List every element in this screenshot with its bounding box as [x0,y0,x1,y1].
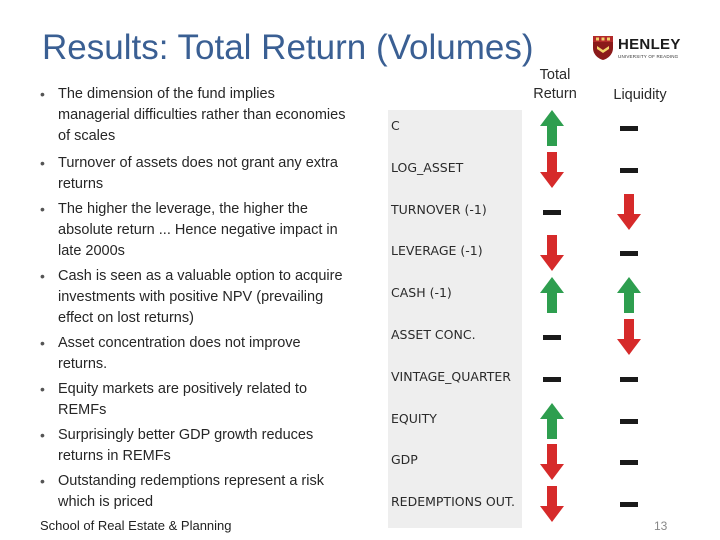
bullet-dot: • [40,86,45,102]
row-label: C [391,118,400,133]
logo-subtitle: UNIVERSITY OF READING [618,54,679,59]
row-label: VINTAGE_QUARTER [391,368,511,384]
arrow-down-icon [539,485,565,523]
bullet-dot: • [40,155,45,171]
bullet-dot: • [40,201,45,217]
henley-logo: HENLEY UNIVERSITY OF READING [592,35,692,63]
dash-icon [616,443,642,481]
bullet-item: • Outstanding redemptions represent a ris… [36,471,348,513]
bullet-text: Equity markets are positively related to… [58,381,308,418]
bullet-dot: • [40,335,45,351]
row-label: GDP [391,452,418,468]
page-number: 13 [654,519,668,533]
dash-icon [539,318,565,356]
column-header-liquidity: Liquidity [613,87,667,103]
bullet-item: • Asset concentration does not improve re… [36,333,348,375]
dash-icon [616,151,642,189]
arrow-down-icon [616,318,642,356]
arrow-down-icon [539,151,565,189]
bullet-item: • Equity markets are positively related t… [36,379,348,421]
dash-icon [539,360,565,398]
bullet-dot: • [40,268,45,284]
bullet-text: Outstanding redemptions represent a risk… [58,473,324,510]
dash-icon [616,402,642,440]
arrow-up-icon [616,276,642,314]
bullet-text: The dimension of the fund implies manage… [58,86,346,144]
row-label: ASSET CONC. [391,327,476,342]
bullet-text: The higher the leverage, the higher the … [58,201,338,259]
bullet-item: • Surprisingly better GDP growth reduces … [36,425,348,467]
bullet-dot: • [40,381,45,397]
bullet-item: • The higher the leverage, the higher the… [36,199,348,262]
arrow-down-icon [539,443,565,481]
dash-icon [616,485,642,523]
bullet-item: • Turnover of assets does not grant any e… [36,153,348,195]
bullet-dot: • [40,427,45,443]
dash-icon [539,193,565,231]
row-label: LOG_ASSET [391,159,464,175]
row-label: CASH (-1) [391,285,452,301]
arrow-down-icon [539,234,565,272]
row-label: LEVERAGE (-1) [391,243,483,259]
bullet-text: Surprisingly better GDP growth reduces r… [58,427,314,464]
bullet-dot: • [40,473,45,489]
footer-text: School of Real Estate & Planning [40,518,232,533]
arrow-up-icon [539,276,565,314]
dash-icon [616,109,642,147]
row-label: REDEMPTIONS OUT. [391,494,515,510]
bullet-text: Cash is seen as a valuable option to acq… [58,268,343,326]
dash-icon [616,360,642,398]
logo-name: HENLEY [618,36,681,53]
arrow-up-icon [539,109,565,147]
variables-panel [388,110,522,528]
bullet-text: Asset concentration does not improve ret… [58,335,301,372]
row-label: EQUITY [391,410,437,426]
column-header-total-return: Total Return [533,67,577,102]
bullet-item: • The dimension of the fund implies manag… [36,84,348,147]
row-label: TURNOVER (-1) [391,201,487,217]
arrow-down-icon [616,193,642,231]
dash-icon [616,234,642,272]
slide-title: Results: Total Return (Volumes) [42,28,534,67]
shield-icon [593,36,613,60]
bullet-item: • Cash is seen as a valuable option to ac… [36,266,348,329]
arrow-up-icon [539,402,565,440]
bullet-text: Turnover of assets does not grant any ex… [58,155,338,192]
